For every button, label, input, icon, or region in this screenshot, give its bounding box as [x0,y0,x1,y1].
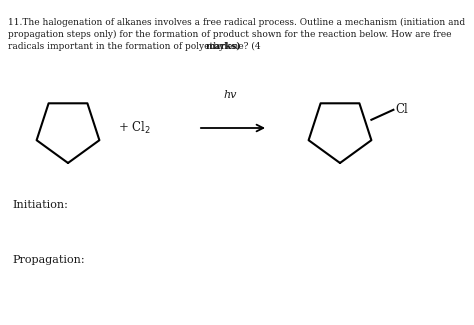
Text: hv: hv [223,90,237,100]
Text: marks): marks) [206,42,241,51]
Text: 11.The halogenation of alkanes involves a free radical process. Outline a mechan: 11.The halogenation of alkanes involves … [8,18,465,27]
Text: Propagation:: Propagation: [12,255,85,265]
Text: radicals important in the formation of polyethylene? (4: radicals important in the formation of p… [8,42,264,51]
Text: Cl: Cl [395,103,408,116]
Text: Initiation:: Initiation: [12,200,68,210]
Text: propagation steps only) for the formation of product shown for the reaction belo: propagation steps only) for the formatio… [8,30,452,39]
Text: + Cl$_2$: + Cl$_2$ [118,120,151,136]
